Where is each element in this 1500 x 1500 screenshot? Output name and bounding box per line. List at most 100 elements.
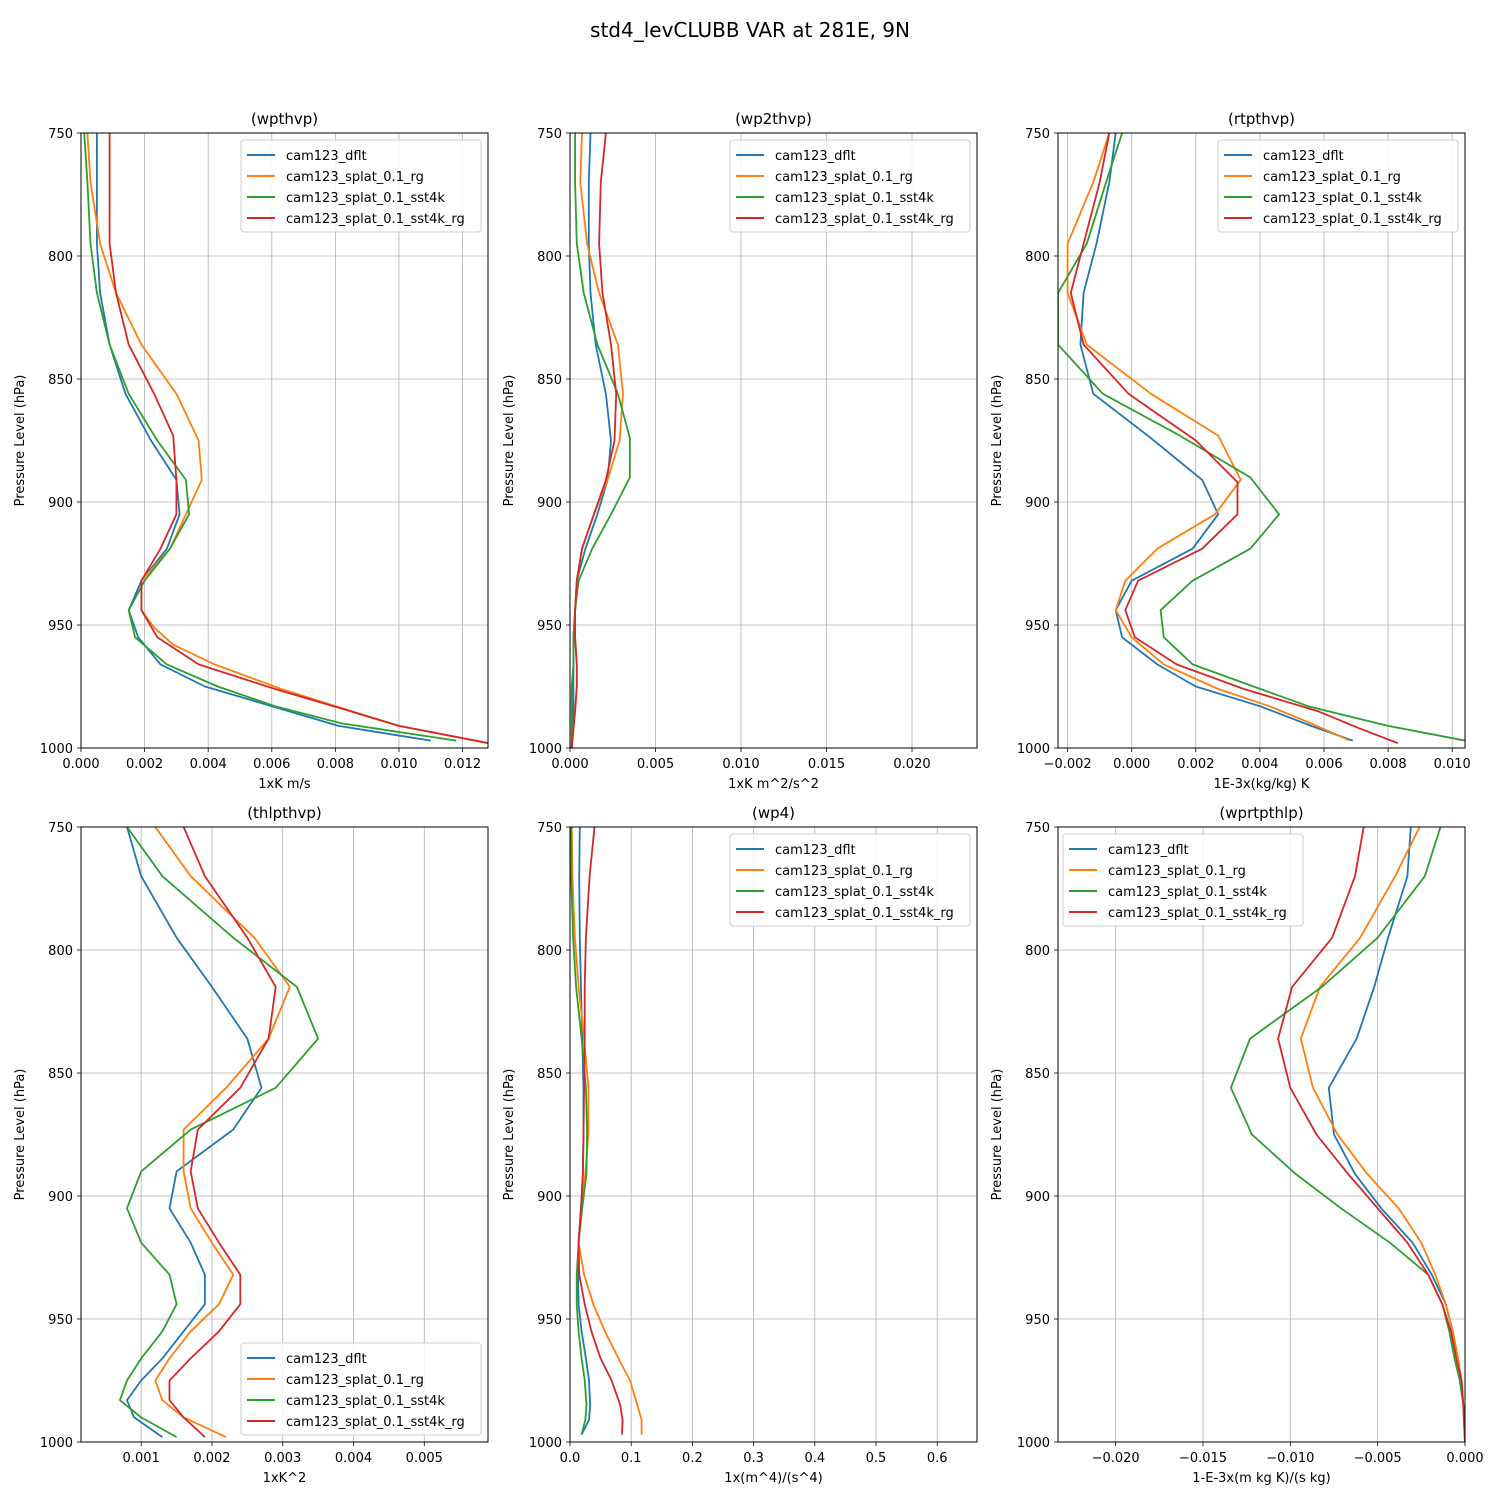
legend-label: cam123_splat_0.1_sst4k — [1108, 885, 1267, 900]
axes-frame — [569, 132, 978, 749]
panel-container: 0.000 0.002 0.004 0.006 0.008 0.010 0.012 750 80… — [13, 110, 1484, 1486]
legend-label: cam123_splat_0.1_sst4k — [775, 191, 934, 206]
y-tick-label: 950 — [1025, 619, 1050, 634]
panel-title: (wp4) — [752, 804, 795, 822]
x-tick-label: 0.006 — [1305, 757, 1342, 772]
x-tick-label: 0.004 — [1241, 757, 1278, 772]
y-axis-label: Pressure Level (hPa) — [13, 375, 28, 507]
series-line-cam123_dflt — [126, 827, 263, 1438]
y-tick-label: 1000 — [40, 742, 73, 757]
y-tick-label: 800 — [537, 250, 562, 265]
legend-label: cam123_splat_0.1_sst4k_rg — [775, 212, 954, 227]
y-tick-label: 750 — [1025, 127, 1050, 142]
x-tick-label: 0.010 — [380, 757, 417, 772]
y-tick-label: 1000 — [40, 1436, 73, 1451]
x-tick-label: 0.3 — [743, 1451, 764, 1466]
x-tick-label: 0.000 — [1113, 757, 1150, 772]
legend-box — [240, 1342, 482, 1436]
panel-title: (wpthvp) — [251, 110, 318, 128]
series-line-cam123_splat_0.1_sst4k_rg — [1069, 133, 1399, 744]
x-tick-label: 0.0 — [560, 1451, 581, 1466]
y-tick-label: 900 — [537, 496, 562, 511]
legend-label: cam123_dflt — [1263, 149, 1344, 164]
panel-title: (rtpthvp) — [1228, 110, 1295, 128]
x-tick-label: 0.015 — [808, 757, 845, 772]
panel-title: (thlpthvp) — [247, 804, 322, 822]
x-tick-label: 0.002 — [193, 1451, 230, 1466]
legend-label: cam123_splat_0.1_rg — [286, 170, 424, 185]
x-tick-label: 0.001 — [123, 1451, 160, 1466]
series-line-cam123_dflt — [1079, 133, 1354, 742]
legend: cam123_dflt cam123_splat_0.1_rg cam123_spl… — [1062, 833, 1304, 927]
series-line-cam123_splat_0.1_sst4k — [1230, 827, 1465, 1442]
y-tick-label: 800 — [537, 944, 562, 959]
y-tick-label: 1000 — [1017, 1436, 1050, 1451]
x-tick-label: −0.005 — [1354, 1451, 1402, 1466]
x-tick-label: 0.000 — [551, 757, 588, 772]
legend-box — [729, 139, 971, 233]
y-tick-label: 800 — [1025, 944, 1050, 959]
y-tick-label: 950 — [537, 619, 562, 634]
legend-box — [1062, 833, 1304, 927]
legend-label: cam123_splat_0.1_sst4k — [775, 885, 934, 900]
series-line-cam123_splat_0.1_sst4k — [1058, 133, 1465, 742]
series-line-cam123_splat_0.1_rg — [1066, 133, 1350, 742]
panel-title: (wp2thvp) — [735, 110, 812, 128]
legend-label: cam123_splat_0.1_rg — [775, 864, 913, 879]
x-tick-label: 0.006 — [253, 757, 290, 772]
x-tick-label: 0.4 — [804, 1451, 825, 1466]
series-line-cam123_splat_0.1_sst4k — [570, 133, 631, 748]
legend-box — [729, 833, 971, 927]
panel-title: (wprtpthlp) — [1219, 804, 1303, 822]
legend-label: cam123_splat_0.1_rg — [286, 1373, 424, 1388]
x-tick-label: 0.003 — [264, 1451, 301, 1466]
y-tick-label: 850 — [1025, 1067, 1050, 1082]
axes-frame — [80, 826, 489, 1443]
axes-frame — [1057, 132, 1466, 749]
x-tick-label: 0.020 — [893, 757, 930, 772]
legend-label: cam123_splat_0.1_sst4k — [1263, 191, 1422, 206]
y-tick-label: 850 — [1025, 373, 1050, 388]
legend-label: cam123_dflt — [775, 149, 856, 164]
panel-2: 0.000 0.005 0.010 0.015 0.020 750 800 850 900 950… — [502, 110, 978, 792]
legend-label: cam123_splat_0.1_rg — [1108, 864, 1246, 879]
x-tick-label: 0.005 — [637, 757, 674, 772]
y-tick-label: 900 — [48, 1190, 73, 1205]
y-tick-label: 850 — [537, 1067, 562, 1082]
x-tick-label: 0.004 — [335, 1451, 372, 1466]
figure-title: std4_levCLUBB VAR at 281E, 9N — [590, 18, 910, 42]
y-tick-label: 1000 — [1017, 742, 1050, 757]
legend-label: cam123_splat_0.1_sst4k_rg — [1108, 906, 1287, 921]
legend-box — [240, 139, 482, 233]
series-line-cam123_splat_0.1_sst4k_rg — [577, 827, 624, 1435]
x-tick-label: 0.1 — [621, 1451, 642, 1466]
panel-6: −0.020 −0.015 −0.010 −0.005 0.000 750 800 850 90… — [990, 804, 1484, 1486]
y-tick-label: 750 — [1025, 821, 1050, 836]
x-axis-label: 1x(m^4)/(s^4) — [724, 1471, 822, 1486]
panel-5: 0.0 0.1 0.2 0.3 0.4 0.5 0.6 750 800 850 900 950 1000… — [502, 804, 978, 1486]
x-axis-label: 1E-3x(kg/kg) K — [1214, 777, 1310, 792]
y-axis-label: Pressure Level (hPa) — [13, 1069, 28, 1201]
x-tick-label: 0.004 — [190, 757, 227, 772]
legend: cam123_dflt cam123_splat_0.1_rg cam123_spl… — [240, 1342, 482, 1436]
x-tick-label: 0.2 — [682, 1451, 703, 1466]
axes-frame — [1057, 826, 1466, 1443]
legend-label: cam123_splat_0.1_sst4k_rg — [775, 906, 954, 921]
axes-frame — [569, 826, 978, 1443]
y-tick-label: 750 — [537, 127, 562, 142]
legend: cam123_dflt cam123_splat_0.1_rg cam123_spl… — [729, 139, 971, 233]
axes-frame — [80, 132, 489, 749]
series-line-cam123_dflt — [96, 133, 431, 742]
x-tick-label: −0.015 — [1179, 1451, 1227, 1466]
series-line-cam123_splat_0.1_sst4k_rg — [168, 827, 277, 1438]
y-tick-label: 900 — [48, 496, 73, 511]
x-axis-label: 1xK m/s — [258, 777, 311, 792]
legend-label: cam123_dflt — [775, 843, 856, 858]
y-tick-label: 750 — [48, 821, 73, 836]
y-tick-label: 900 — [1025, 496, 1050, 511]
series-line-cam123_splat_0.1_sst4k — [119, 827, 320, 1438]
x-tick-label: 0.012 — [444, 757, 481, 772]
x-tick-label: 0.008 — [1369, 757, 1406, 772]
series-line-cam123_splat_0.1_sst4k_rg — [570, 133, 618, 748]
x-tick-label: −0.020 — [1092, 1451, 1140, 1466]
